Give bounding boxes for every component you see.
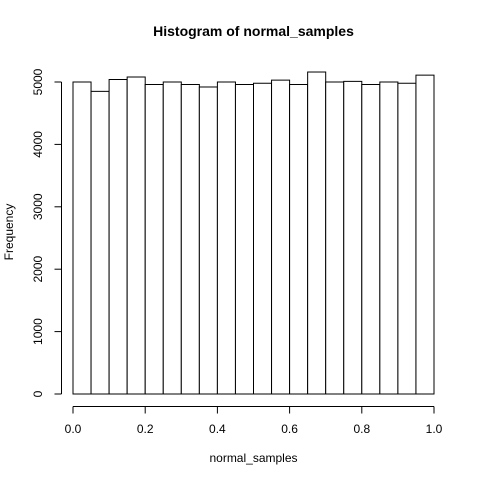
y-tick-label: 2000 <box>31 256 45 283</box>
histogram-bar <box>307 71 327 395</box>
histogram-bar <box>162 81 182 395</box>
histogram-bar <box>361 83 381 395</box>
histogram-bar <box>253 82 273 395</box>
histogram-bar <box>90 90 110 395</box>
x-axis-label: normal_samples <box>209 451 297 465</box>
histogram-bar <box>289 83 309 395</box>
histogram-bar <box>180 83 200 395</box>
histogram-bar <box>397 82 417 395</box>
histogram-bar <box>126 76 146 395</box>
histogram-bar <box>108 79 128 395</box>
y-tick-label: 5000 <box>31 68 45 95</box>
x-tick-label: 0.2 <box>137 422 154 436</box>
chart-title: Histogram of normal_samples <box>153 23 354 39</box>
histogram-bar <box>198 86 218 395</box>
x-tick-label: 0.6 <box>281 422 298 436</box>
histogram-bar <box>234 83 254 395</box>
histogram-bar <box>216 81 236 395</box>
histogram-bars <box>72 71 435 395</box>
y-tick-label: 4000 <box>31 131 45 158</box>
y-tick-label: 1000 <box>31 318 45 345</box>
histogram-bar <box>271 79 291 395</box>
x-tick-label: 0.8 <box>353 422 370 436</box>
histogram-bar <box>325 81 345 395</box>
x-axis: 0.0 0.2 0.4 0.6 0.8 1.0 <box>65 406 443 436</box>
y-tick-label: 3000 <box>31 193 45 220</box>
histogram-bar <box>379 81 399 395</box>
histogram-bar <box>72 81 92 395</box>
y-tick-label: 0 <box>31 390 45 397</box>
x-tick-label: 1.0 <box>426 422 443 436</box>
x-tick-label: 0.0 <box>65 422 82 436</box>
y-axis-label: Frequency <box>2 204 16 261</box>
histogram-bar <box>343 80 363 395</box>
x-tick-label: 0.4 <box>209 422 226 436</box>
y-axis: 0 1000 2000 3000 4000 5000 <box>31 68 62 397</box>
histogram-bar <box>415 74 435 395</box>
histogram-bar <box>144 83 164 395</box>
